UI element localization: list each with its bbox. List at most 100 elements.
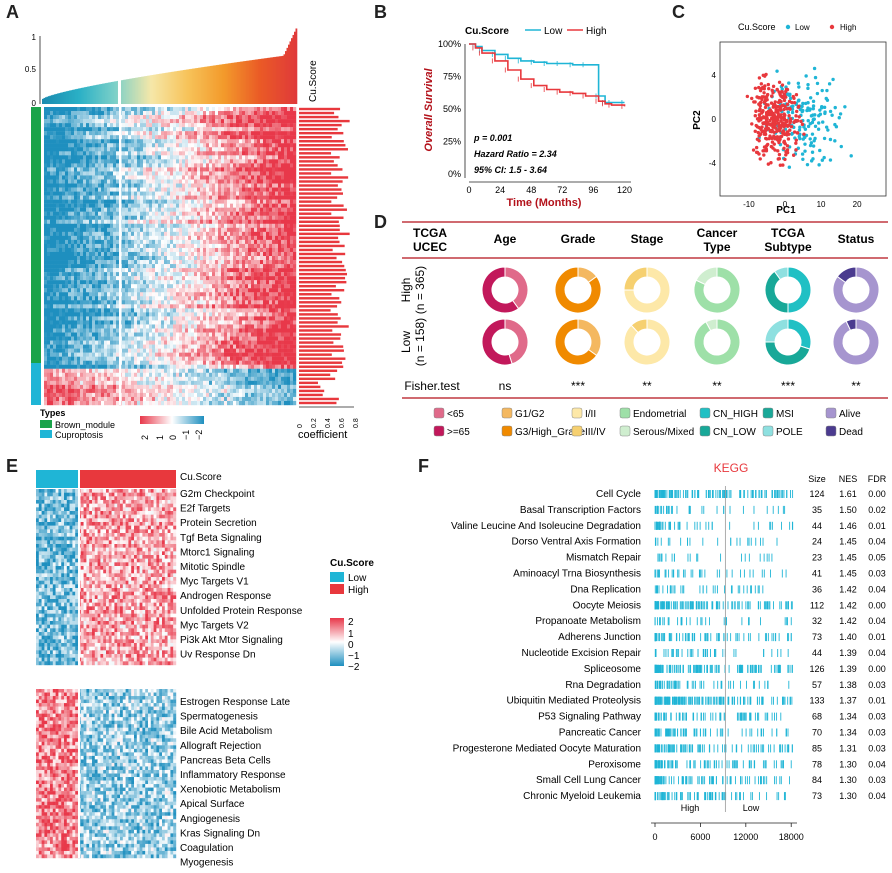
- heat-cell: [131, 131, 135, 136]
- heat-cell: [203, 155, 207, 160]
- heat-cell: [68, 147, 72, 152]
- heat-cell: [191, 131, 195, 136]
- heat-cell: [122, 256, 126, 261]
- heat-cell: [203, 312, 207, 317]
- heat-cell: [50, 316, 54, 321]
- heat-cell: [224, 284, 228, 289]
- score-bar: [252, 59, 254, 104]
- heat-cell: [44, 119, 48, 124]
- heat-cell: [128, 123, 132, 128]
- heat-cell: [269, 139, 273, 144]
- heat-cell: [245, 191, 249, 196]
- heat-cell: [164, 256, 168, 261]
- heat-cell: [47, 191, 51, 196]
- heat-cell: [266, 223, 270, 229]
- score-bar: [88, 86, 91, 104]
- heat-cell: [53, 243, 57, 249]
- heat-cell: [200, 332, 204, 337]
- heat-cell: [239, 272, 243, 277]
- heat-cell: [263, 256, 267, 261]
- heat-cell: [80, 231, 84, 237]
- heat-cell: [185, 115, 189, 120]
- heat-cell: [281, 256, 285, 261]
- heat-cell: [272, 223, 276, 229]
- heat-cell: [197, 231, 201, 237]
- heat-cell: [107, 163, 111, 168]
- heat-cell: [89, 288, 93, 293]
- heat-cell: [68, 219, 72, 224]
- heat-cell: [125, 203, 129, 208]
- heat-cell: [95, 320, 99, 325]
- heat-cell: [251, 135, 255, 140]
- heat-cell: [50, 215, 54, 220]
- heat-cell: [230, 215, 234, 220]
- heat-cell: [80, 195, 84, 200]
- heat-cell: [191, 199, 195, 204]
- heat-cell: [227, 256, 231, 261]
- heat-cell: [254, 211, 258, 216]
- heat-cell: [179, 187, 183, 192]
- heat-cell: [236, 143, 240, 148]
- heat-cell: [74, 203, 78, 208]
- heat-cell: [83, 187, 87, 192]
- heat-cell: [176, 167, 180, 172]
- heat-cell: [227, 227, 231, 233]
- heat-cell: [221, 243, 225, 249]
- heat-cell: [77, 151, 81, 156]
- heat-cell: [56, 203, 60, 208]
- heat-cell: [68, 207, 72, 212]
- heat-cell: [188, 175, 192, 180]
- heat-cell: [287, 284, 291, 289]
- heat-cell: [254, 203, 258, 208]
- heat-cell: [110, 260, 114, 265]
- heat-cell: [200, 276, 204, 281]
- heat-cell: [170, 227, 174, 233]
- heat-cell: [269, 308, 273, 313]
- heat-cell: [65, 151, 69, 156]
- heat-cell: [230, 143, 234, 148]
- heat-cell: [278, 320, 282, 325]
- heat-cell: [245, 179, 249, 184]
- heat-cell: [212, 171, 216, 176]
- heat-cell: [287, 143, 291, 148]
- heat-cell: [140, 123, 144, 128]
- heat-cell: [227, 272, 231, 277]
- heat-cell: [134, 191, 138, 196]
- heat-cell: [71, 223, 75, 229]
- heat-cell: [182, 211, 186, 216]
- heat-cell: [80, 107, 84, 112]
- heat-cell: [113, 292, 117, 297]
- heat-cell: [281, 247, 285, 253]
- heat-cell: [80, 115, 84, 120]
- heat-cell: [191, 308, 195, 313]
- score-bar: [181, 70, 184, 104]
- heat-cell: [203, 276, 207, 281]
- heat-cell: [104, 336, 108, 341]
- heat-cell: [287, 247, 291, 253]
- heat-cell: [65, 199, 69, 204]
- heat-cell: [287, 280, 291, 285]
- heat-cell: [263, 175, 267, 180]
- heat-cell: [83, 235, 87, 241]
- heat-cell: [242, 304, 246, 309]
- score-bar: [286, 47, 289, 104]
- heat-cell: [212, 199, 216, 204]
- heat-cell: [110, 256, 114, 261]
- heat-cell: [50, 300, 54, 305]
- heat-cell: [218, 239, 222, 245]
- heat-cell: [239, 203, 243, 208]
- heat-cell: [155, 260, 159, 265]
- heat-cell: [44, 256, 48, 261]
- heat-cell: [209, 107, 213, 112]
- heat-cell: [110, 264, 114, 269]
- heat-cell: [140, 151, 144, 156]
- heat-cell: [44, 183, 48, 188]
- heat-cell: [140, 243, 144, 249]
- heat-cell: [254, 296, 258, 301]
- heat-cell: [245, 268, 249, 273]
- heat-cell: [59, 211, 63, 216]
- heat-cell: [95, 215, 99, 220]
- heat-cell: [245, 235, 249, 241]
- heat-cell: [107, 167, 111, 172]
- heat-cell: [89, 332, 93, 337]
